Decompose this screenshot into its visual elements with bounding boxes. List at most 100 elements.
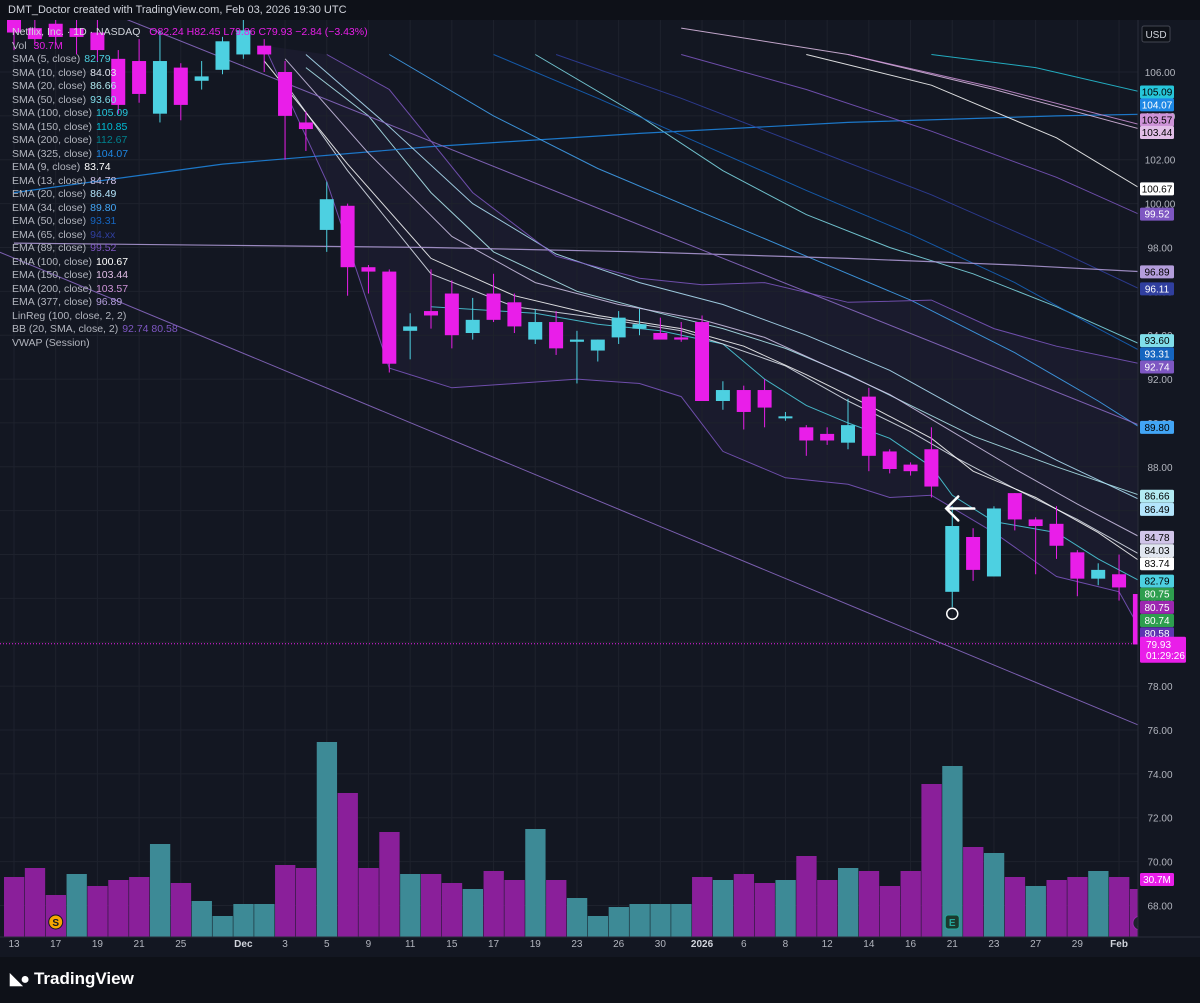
volume-bar [24,868,46,937]
candle-body [152,61,167,114]
price-axis[interactable]: 106.00104.00102.00100.0098.0096.0094.009… [1137,20,1200,937]
volume-bar [462,889,483,937]
price-label-badge [1140,265,1174,279]
chart-legend: Netflix, Inc. · 1D · NASDAQ O82.24 H82.4… [12,26,368,350]
candle-body [340,205,355,268]
volume-bar [712,880,734,937]
volume-bar [629,904,650,937]
legend-indicator-row[interactable]: EMA (100, close) 100.67 [12,256,368,270]
legend-indicator-row[interactable]: SMA (100, close) 105.09 [12,107,368,121]
price-label-value: 100.67 [1142,184,1173,195]
volume-bar [546,880,567,937]
time-tick-label: 19 [530,939,542,950]
indicator-line [555,54,1138,289]
legend-indicator-row[interactable]: EMA (9, close) 83.74 [12,161,368,175]
candle-body [465,319,480,334]
legend-indicator-label: SMA (100, close) [12,107,92,119]
legend-indicator-row[interactable]: EMA (34, close) 89.80 [12,202,368,216]
legend-indicator-value: 105.09 [95,107,129,119]
legend-volume-row[interactable]: Vol 30.7M [12,40,368,54]
legend-indicator-row[interactable]: EMA (65, close) 94.xx [12,229,368,243]
legend-symbol-row[interactable]: Netflix, Inc. · 1D · NASDAQ O82.24 H82.4… [12,26,368,40]
tradingview-logo[interactable]: ◣● TradingView [10,969,134,989]
price-axis-bg [1138,20,1200,937]
legend-indicator-row[interactable]: SMA (10, close) 84.03 [12,67,368,81]
volume-bar [129,877,150,937]
price-tick-label: 72.00 [1147,814,1172,825]
circle-drawing [946,607,959,621]
candle-body [1091,569,1106,579]
last-volume-badge [1140,873,1174,886]
candle-body [986,508,1001,577]
legend-indicator-label: EMA (50, close) [12,215,87,227]
candle-body [69,28,84,37]
legend-indicator-label: EMA (377, close) [12,296,92,308]
candle-body [966,536,981,570]
legend-indicator-row[interactable]: EMA (13, close) 84.78 [12,175,368,189]
price-label-value: 82.79 [1144,577,1169,588]
time-tick-label: 23 [571,939,583,950]
time-tick-label: Dec [234,939,253,950]
price-tick-label: 76.00 [1147,726,1172,737]
volume-bar [733,874,755,937]
price-tick-label: 106.00 [1145,68,1176,79]
legend-indicator-value: 82.79 [84,53,111,65]
legend-indicator-row[interactable]: EMA (150, close) 103.44 [12,269,368,283]
legend-indicator-row[interactable]: BB (20, SMA, close, 2) 92.74 80.58 [12,323,368,337]
legend-indicator-label: EMA (20, close) [12,188,87,200]
time-tick-label: 21 [947,939,959,950]
legend-indicator-row[interactable]: SMA (20, close) 86.66 [12,80,368,94]
volume-bar [692,877,713,937]
price-label-badge [1140,502,1174,516]
legend-indicator-row[interactable]: EMA (50, close) 93.31 [12,215,368,229]
candle-body [424,311,438,316]
chart-canvas[interactable]: SE⚡ 106.00104.00102.00100.0098.0096.0094… [0,20,1200,957]
candle-body [590,339,605,351]
legend-indicator-value: 86.49 [90,188,117,200]
price-label-value: 93.60 [1144,336,1169,347]
legend-indicator-row[interactable]: SMA (50, close) 93.60 [12,94,368,108]
candle-body [7,20,21,33]
legend-indicator-row[interactable]: EMA (377, close) 96.89 [12,296,368,310]
legend-indicator-row[interactable]: LinReg (100, close, 2, 2) [12,310,368,324]
currency-label: USD [1145,30,1166,41]
time-tick-label: 23 [988,939,1000,950]
volume-bar [838,868,859,937]
time-tick-label: 3 [282,939,288,950]
legend-indicator-row[interactable]: VWAP (Session) [12,337,368,351]
legend-indicator-value: 89.80 [90,201,117,214]
candle-body [715,390,730,401]
volume-bar [921,784,942,937]
price-label-badge [1140,614,1174,628]
last-price-badge [1140,636,1186,663]
legend-indicator-row[interactable]: SMA (325, close) 104.07 [12,148,368,162]
candle-body [1028,519,1043,527]
indicator-line [389,54,1138,427]
legend-indicator-label: SMA (10, close) [12,66,87,79]
candle-body [799,427,814,441]
legend-indicator-row[interactable]: EMA (89, close) 99.52 [12,242,368,256]
time-tick-label: 16 [905,939,917,950]
legend-indicator-row[interactable]: EMA (20, close) 86.49 [12,188,368,202]
candle-body [778,416,793,419]
price-tick-label: 100.00 [1145,200,1176,211]
legend-indicator-row[interactable]: SMA (150, close) 110.85 [12,121,368,135]
volume-bar [1129,889,1138,937]
legend-indicator-value: 93.31 [90,215,117,227]
legend-indicator-value: 110.85 [95,120,128,133]
volume-bar [879,886,900,937]
time-axis[interactable]: 13 17 19 21 25 Dec 3 5 9 11 15 17 19 23 26 30 2026 6 8 12 14… [0,936,1200,950]
volume-bar [671,904,692,937]
candle-body [444,293,459,336]
legend-indicator-label: BB (20, SMA, close, 2) [12,323,119,335]
candlesticks [7,20,1138,645]
price-label-badge [1140,98,1174,112]
time-tick-label: 15 [446,939,458,950]
legend-indicator-row[interactable]: EMA (200, close) 103.57 [12,283,368,297]
volume-bar [1025,886,1046,937]
legend-indicator-row[interactable]: SMA (5, close) 82.79 [12,53,368,67]
footer-bar [0,957,1200,1003]
price-label-badge [1140,557,1174,571]
volume-bar [170,883,192,937]
legend-indicator-row[interactable]: SMA (200, close) 112.67 [12,134,368,148]
